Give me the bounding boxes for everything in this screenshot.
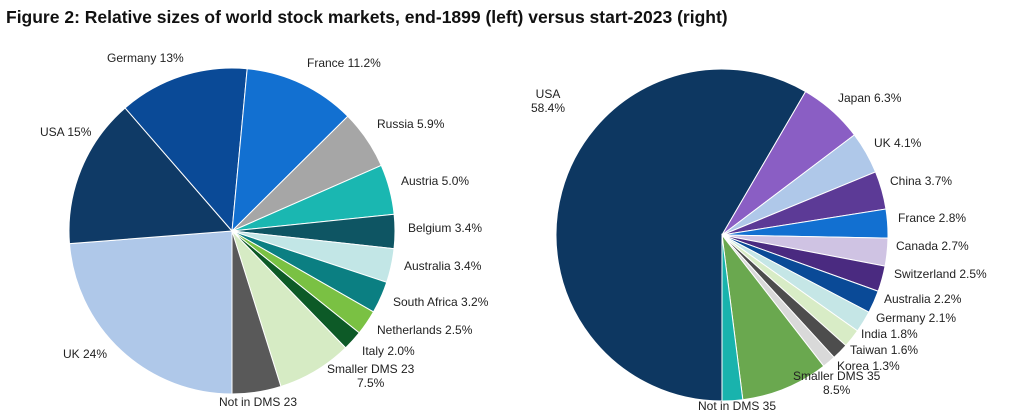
label-left-belgium-3-4: Belgium 3.4% [408, 221, 482, 235]
label-right-korea-1-3: Korea 1.3% [837, 359, 900, 373]
label-right-uk-4-1: UK 4.1% [874, 136, 922, 150]
slice-right-not-in-dms-35 [721, 234, 744, 402]
label-left-france-11-2: France 11.2% [307, 56, 381, 70]
label-right-not-in-dms-35: Not in DMS 35 [698, 399, 776, 412]
label-left-russia-5-9: Russia 5.9% [377, 117, 445, 131]
label-right-japan-6-3: Japan 6.3% [838, 91, 902, 105]
label-left-australia-3-4: Australia 3.4% [404, 259, 482, 273]
pie-right-2023: USA 58.4% Japan 6.3% UK 4.1% China 3.7% Franc… [531, 68, 987, 412]
label-left-italy-2-0: Italy 2.0% [362, 344, 415, 358]
label-left-uk-24: UK 24% [63, 347, 107, 361]
pie-left-1899: UK 24% USA 15% Germany 13% France 11.2% Russ… [40, 51, 489, 409]
slice-left-not-in-dms-23 [231, 230, 282, 395]
slice-left-germany-13 [124, 67, 248, 233]
label-right-taiwan-1-6: Taiwan 1.6% [850, 343, 918, 357]
figure-title: Figure 2: Relative sizes of world stock … [6, 7, 728, 27]
slice-left-uk-24 [68, 230, 233, 395]
label-right-france-2-8: France 2.8% [898, 211, 966, 225]
label-right-canada-2-7: Canada 2.7% [896, 239, 969, 253]
label-right-australia-2-2: Australia 2.2% [884, 292, 962, 306]
label-right-switzerland-2-5: Switzerland 2.5% [894, 267, 987, 281]
label-right-smaller-dms-35: Smaller DMS 35 8.5% [793, 369, 881, 397]
slice-right-usa [555, 68, 807, 402]
label-right-germany-2-1: Germany 2.1% [876, 311, 956, 325]
slice-left-france-11-2 [231, 68, 349, 233]
label-left-germany-13: Germany 13% [107, 51, 184, 65]
label-left-usa-15: USA 15% [40, 125, 92, 139]
slice-right-smaller-dms-35 [721, 233, 825, 401]
label-left-smaller-dms-23: Smaller DMS 23 7.5% [327, 362, 415, 390]
label-left-south-africa-3-2: South Africa 3.2% [393, 295, 489, 309]
label-left-austria-5-0: Austria 5.0% [401, 174, 469, 188]
label-right-china-3-7: China 3.7% [890, 174, 952, 188]
slice-left-usa-15 [68, 107, 234, 245]
label-left-not-in-dms-23: Not in DMS 23 [219, 395, 297, 409]
label-left-netherlands-2-5: Netherlands 2.5% [377, 323, 473, 337]
label-right-usa: USA 58.4% [531, 87, 565, 115]
label-right-india-1-8: India 1.8% [861, 327, 918, 341]
